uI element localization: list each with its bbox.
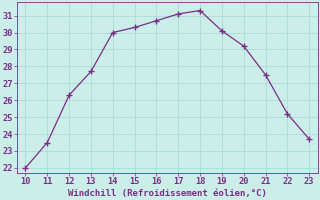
X-axis label: Windchill (Refroidissement éolien,°C): Windchill (Refroidissement éolien,°C) bbox=[68, 189, 267, 198]
